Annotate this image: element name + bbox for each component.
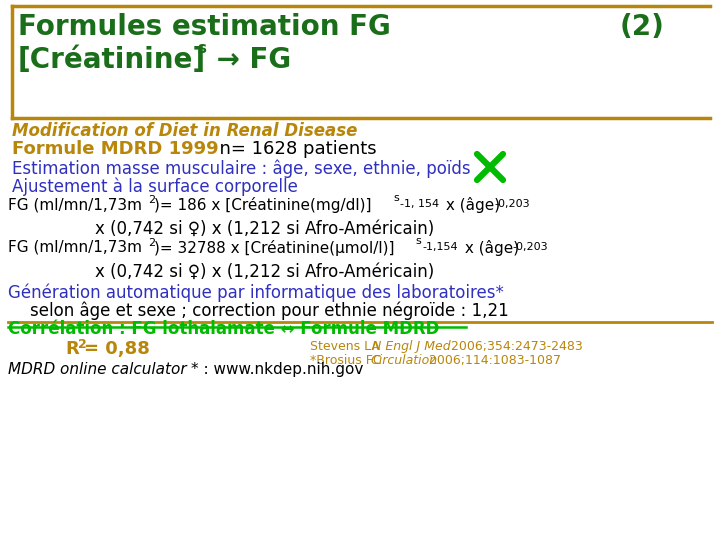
Text: n= 1628 patients: n= 1628 patients — [185, 140, 377, 158]
Text: 2: 2 — [148, 238, 155, 248]
Text: R: R — [65, 340, 78, 358]
Text: Génération automatique par informatique des laboratoires*: Génération automatique par informatique … — [8, 283, 504, 301]
Text: = 0,88: = 0,88 — [84, 340, 150, 358]
Text: [Créatinine]: [Créatinine] — [18, 46, 206, 74]
Text: online calculator: online calculator — [60, 362, 186, 377]
Text: N Engl J Med: N Engl J Med — [372, 340, 451, 353]
Text: selon âge et sexe ; correction pour ethnie négroïde : 1,21: selon âge et sexe ; correction pour ethn… — [30, 302, 509, 321]
Text: -0,203: -0,203 — [494, 199, 530, 209]
Text: Estimation masse musculaire : âge, sexe, ethnie, poïds: Estimation masse musculaire : âge, sexe,… — [12, 160, 471, 179]
Text: s: s — [415, 236, 420, 246]
Text: Modification of Diet in Renal Disease: Modification of Diet in Renal Disease — [12, 122, 357, 140]
Text: Formule MDRD 1999: Formule MDRD 1999 — [12, 140, 219, 158]
Text: Corrélation : FG lothalamate ↔ Formule MDRD: Corrélation : FG lothalamate ↔ Formule M… — [8, 320, 439, 338]
Text: → FG: → FG — [207, 46, 291, 74]
Text: FG (ml/mn/1,73m: FG (ml/mn/1,73m — [8, 240, 142, 255]
Text: *Brosius FC: *Brosius FC — [310, 354, 386, 367]
Text: )= 32788 x [Créatinine(μmol/l)]: )= 32788 x [Créatinine(μmol/l)] — [154, 240, 395, 256]
Text: Ajustement à la surface corporelle: Ajustement à la surface corporelle — [12, 178, 298, 197]
Text: Formules estimation FG: Formules estimation FG — [18, 13, 391, 41]
Text: x (0,742 si ♀) x (1,212 si Afro-Américain): x (0,742 si ♀) x (1,212 si Afro-Américai… — [95, 220, 434, 238]
Text: x (0,742 si ♀) x (1,212 si Afro-Américain): x (0,742 si ♀) x (1,212 si Afro-Américai… — [95, 263, 434, 281]
Text: -1, 154: -1, 154 — [400, 199, 439, 209]
Text: Circulation: Circulation — [370, 354, 437, 367]
Text: 2: 2 — [78, 338, 86, 351]
Text: (2): (2) — [620, 13, 665, 41]
Text: x (âge): x (âge) — [441, 197, 500, 213]
Text: x (âge): x (âge) — [460, 240, 519, 256]
Text: MDRD: MDRD — [8, 362, 60, 377]
Text: * : www.nkdep.nih.gov: * : www.nkdep.nih.gov — [191, 362, 364, 377]
Text: 2: 2 — [148, 195, 155, 205]
Text: FG (ml/mn/1,73m: FG (ml/mn/1,73m — [8, 197, 142, 212]
Text: -1,154: -1,154 — [422, 242, 458, 252]
Text: s: s — [393, 193, 399, 203]
Text: 2006;114:1083-1087: 2006;114:1083-1087 — [425, 354, 561, 367]
Text: -0,203: -0,203 — [512, 242, 548, 252]
Text: 2006;354:2473-2483: 2006;354:2473-2483 — [447, 340, 582, 353]
Text: )= 186 x [Créatinine(mg/dl)]: )= 186 x [Créatinine(mg/dl)] — [154, 197, 372, 213]
Text: s: s — [197, 41, 206, 56]
Text: Stevens LA: Stevens LA — [310, 340, 384, 353]
